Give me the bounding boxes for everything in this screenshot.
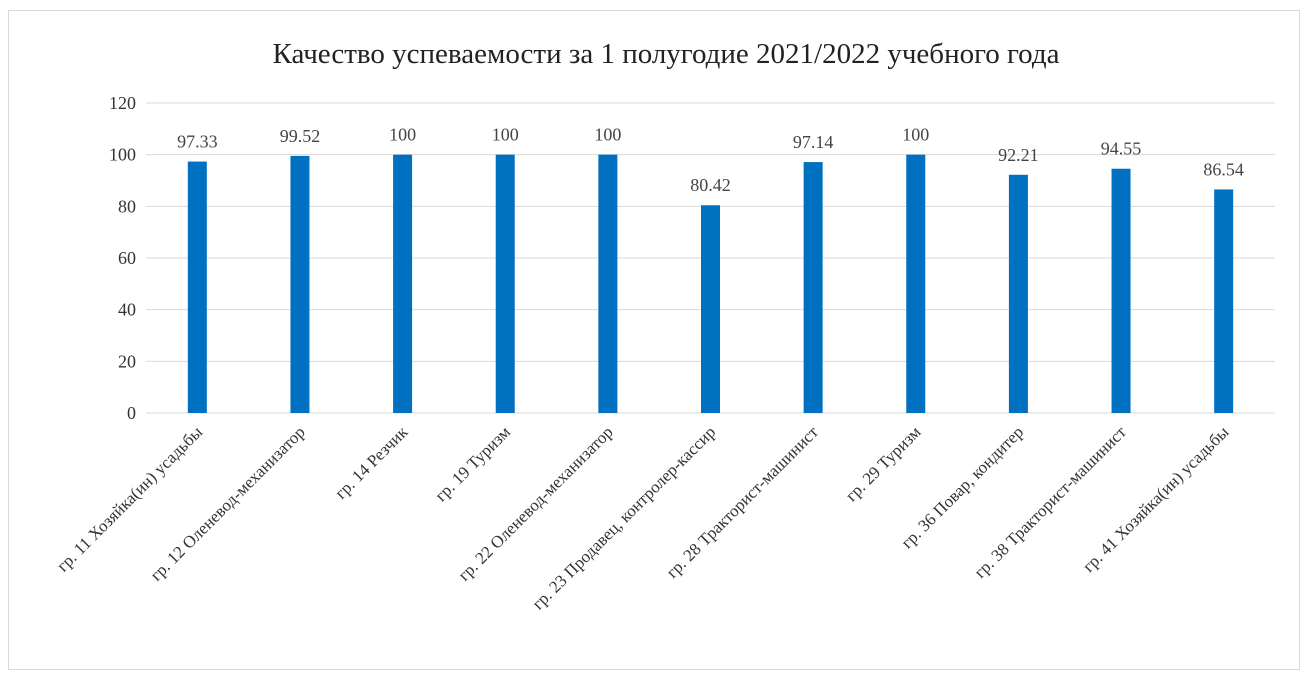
bar xyxy=(598,154,618,413)
category-label: гр. 29 Туризм xyxy=(842,422,925,505)
data-label: 86.54 xyxy=(1203,159,1244,179)
data-label: 100 xyxy=(594,125,621,145)
category-label: гр. 14 Резчик xyxy=(331,422,412,503)
bar xyxy=(906,154,926,413)
bar xyxy=(1008,174,1028,413)
bar xyxy=(393,154,413,413)
data-labels: 97.33 99.52 100 100 100 80.42 97.14 100 92.21 94.… xyxy=(177,125,1244,196)
bar xyxy=(187,161,207,413)
data-label: 97.14 xyxy=(793,132,834,152)
chart-title: Качество успеваемости за 1 полугодие 202… xyxy=(273,38,1060,70)
category-label: гр. 23 Продавец, контролер-кассир xyxy=(528,422,719,613)
bar xyxy=(1214,189,1234,413)
bar xyxy=(803,162,823,413)
y-tick-label: 60 xyxy=(118,248,136,268)
data-label: 100 xyxy=(389,125,416,145)
category-label: гр. 19 Туризм xyxy=(431,422,514,505)
data-label: 100 xyxy=(492,125,519,145)
bar xyxy=(1111,168,1131,413)
y-axis-ticks: 0 20 40 60 80 100 120 xyxy=(109,93,136,423)
y-tick-label: 120 xyxy=(109,93,136,113)
bars xyxy=(187,154,1234,413)
y-tick-label: 0 xyxy=(127,403,136,423)
data-label: 99.52 xyxy=(280,126,321,146)
y-tick-label: 80 xyxy=(118,196,136,216)
data-label: 94.55 xyxy=(1101,139,1142,159)
data-label: 92.21 xyxy=(998,145,1039,165)
bar xyxy=(495,154,515,413)
y-tick-label: 40 xyxy=(118,300,136,320)
bar xyxy=(701,205,720,413)
y-tick-label: 100 xyxy=(109,145,136,165)
data-label: 100 xyxy=(902,125,929,145)
y-tick-label: 20 xyxy=(118,351,136,371)
data-label: 80.42 xyxy=(690,175,731,195)
bar xyxy=(290,155,310,413)
data-label: 97.33 xyxy=(177,132,218,152)
chart-frame xyxy=(8,10,1300,670)
